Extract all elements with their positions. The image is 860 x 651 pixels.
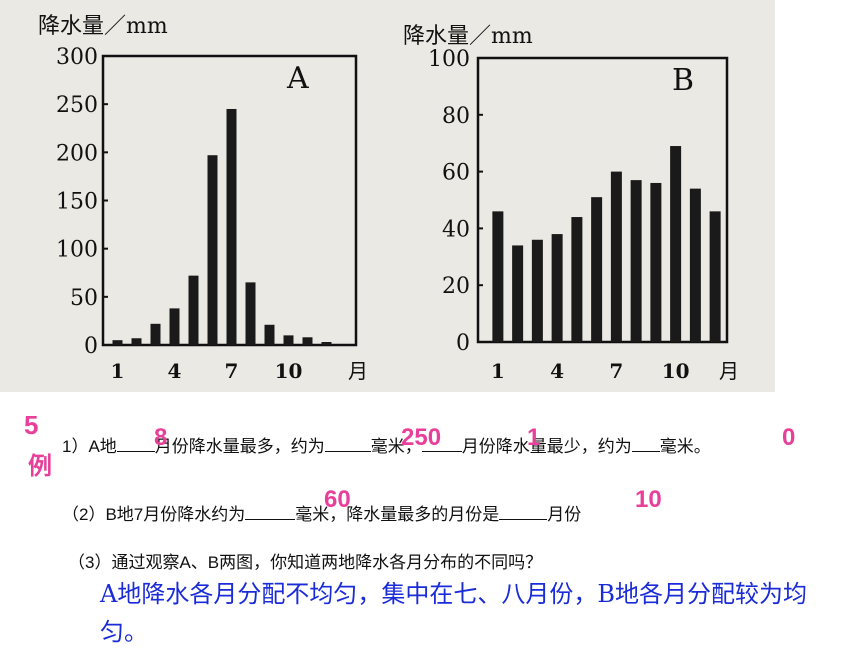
q1-blank-3[interactable] xyxy=(421,435,462,452)
chart-a-bar xyxy=(207,155,218,345)
chart-a-xtick-label: 1 xyxy=(111,359,125,383)
question-3: （3）通过观察A、B两图，你知道两地降水各月分布的不同吗？ xyxy=(68,553,543,572)
chart-a-ytick-label: 150 xyxy=(56,190,98,215)
chart-a-bar xyxy=(302,337,313,345)
q1-part-4: 月份降水量最少，约为 xyxy=(461,437,632,456)
chart-a-bar xyxy=(188,275,199,345)
q2-part-1: （2）B地7月份降水约为 xyxy=(62,505,246,524)
chart-b-bar xyxy=(670,146,682,342)
chart-b-ytick-label: 20 xyxy=(442,274,470,299)
chart-a-bar xyxy=(264,324,275,345)
chart-b-xtick-label: 10 xyxy=(662,359,690,383)
chart-a-xtick-label: 7 xyxy=(225,359,239,383)
chart-b-title: B xyxy=(672,63,694,98)
q1-part-5: 毫米。 xyxy=(659,437,711,456)
q1-blank-1[interactable] xyxy=(116,435,155,452)
chart-b-xtick-label: 1 xyxy=(491,359,505,383)
chart-b-bar xyxy=(610,171,622,342)
chart-b-bar xyxy=(689,188,701,342)
chart-a-xtick-label: 4 xyxy=(168,359,182,383)
chart-a-bar xyxy=(112,340,123,345)
chart-a-bar xyxy=(226,108,237,345)
chart-b-bar xyxy=(709,211,721,342)
chart-b-bar xyxy=(492,211,504,342)
chart-a-xtick-label: 10 xyxy=(275,359,303,383)
q1-part-2: 月份降水量最多，约为 xyxy=(154,437,325,456)
exercise-label: 例 xyxy=(28,452,52,480)
q1-blank-4[interactable] xyxy=(631,435,660,452)
chart-b-bar xyxy=(531,239,543,342)
chart-b-ytick-label: 0 xyxy=(456,331,470,356)
chart-b-bar xyxy=(512,245,524,342)
chart-a-ytick-label: 50 xyxy=(70,286,98,311)
chart-b-bar xyxy=(551,234,563,342)
chart-a-bar xyxy=(131,338,142,345)
question-1: 1）A地 月份降水量最多，约为 毫米， 月份降水量最少，约为 毫米。 xyxy=(62,432,711,457)
chart-b-ylabel: 降水量／mm xyxy=(403,24,533,49)
chart-a-ytick-label: 250 xyxy=(56,93,98,118)
chart-a-ylabel: 降水量／mm xyxy=(38,14,168,39)
chart-b-xtick-label: 7 xyxy=(609,359,623,383)
chart-a-bar xyxy=(150,323,161,345)
chart-a-title: A xyxy=(286,61,309,96)
q2-answer-2: 10 xyxy=(635,486,662,513)
chart-a-ytick-label: 200 xyxy=(56,141,98,166)
chart-b-xtick-label: 4 xyxy=(550,359,564,383)
q1-part-1: 1）A地 xyxy=(62,437,117,456)
chart-b-bar xyxy=(630,180,642,342)
chart-a-bar xyxy=(169,308,180,345)
question-2: （2）B地7月份降水约为 毫米，降水量最多的月份是 月份 xyxy=(62,500,581,525)
chart-b-ytick-label: 80 xyxy=(442,104,470,129)
chart-b-xlabel: 月 xyxy=(719,359,739,383)
q2-part-3: 月份 xyxy=(547,505,582,524)
chart-b-ytick-label: 60 xyxy=(442,161,470,186)
q1-blank-2[interactable] xyxy=(324,435,371,452)
chart-a-ytick-label: 0 xyxy=(84,334,98,359)
q2-blank-2[interactable] xyxy=(499,503,548,520)
precipitation-charts: 0 50 100 150 200 250 300 1 4 7 10 月 A 0 20 40 60 80 100 1 4 7… xyxy=(56,45,739,383)
q1-part-3: 毫米， xyxy=(370,437,422,456)
chart-a-ytick-label: 300 xyxy=(56,45,98,70)
precipitation-figure: 0 50 100 150 200 250 300 1 4 7 10 月 A 0 20 40 60 80 100 1 4 7… xyxy=(0,0,775,392)
chart-a-ytick-label: 100 xyxy=(56,238,98,263)
q2-part-2: 毫米，降水量最多的月份是 xyxy=(295,505,500,524)
chart-b-bar xyxy=(571,217,583,342)
chart-a-bar xyxy=(283,335,294,345)
q1-answer-1: 8 xyxy=(154,424,168,451)
chart-a-bar xyxy=(245,282,256,345)
exercise-number: 5 xyxy=(24,410,39,440)
q2-answer-1: 60 xyxy=(324,486,351,513)
q1-answer-4: 0 xyxy=(782,424,796,451)
chart-b-bar xyxy=(650,182,662,342)
chart-b-bar xyxy=(591,197,603,342)
chart-b-ytick-label: 40 xyxy=(442,217,470,242)
q1-answer-2: 250 xyxy=(401,424,442,451)
chart-b-frame xyxy=(476,56,729,344)
chart-a-xlabel: 月 xyxy=(348,359,368,383)
chart-a-bar xyxy=(321,342,332,345)
q2-blank-1[interactable] xyxy=(245,503,296,520)
q1-answer-3: 1 xyxy=(527,424,541,451)
q3-answer: A地降水各月分配不均匀，集中在七、八月份，B地各月分配较为均匀。 xyxy=(100,580,807,646)
chart-b-ytick-label: 100 xyxy=(428,47,470,72)
